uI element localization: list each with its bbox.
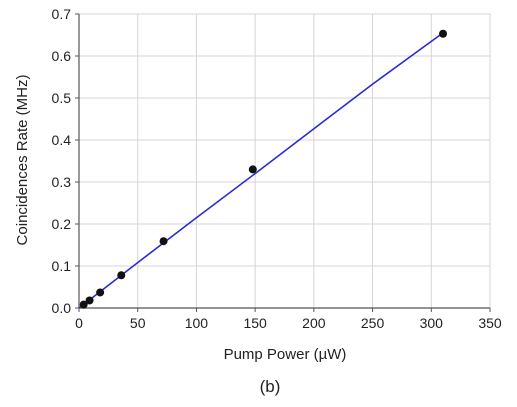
data-point — [159, 237, 168, 246]
y-tick-label: 0.0 — [52, 300, 72, 316]
plot-background — [78, 13, 491, 309]
fit-line-path — [78, 32, 444, 309]
data-point — [117, 271, 126, 280]
data-point — [439, 29, 448, 38]
x-tick-label: 150 — [243, 315, 267, 331]
data-point — [248, 165, 257, 174]
x-tick-label: 350 — [478, 315, 502, 331]
data-points — [79, 29, 448, 309]
y-axis-label: Coincidences Rate (MHz) — [14, 75, 31, 246]
x-tick-label: 200 — [302, 315, 326, 331]
data-point — [85, 296, 94, 305]
figure-caption: (b) — [260, 377, 281, 396]
fit-line — [78, 32, 444, 309]
y-tick-label: 0.2 — [52, 216, 72, 232]
y-tick-label: 0.7 — [52, 6, 72, 22]
y-tick-label: 0.1 — [52, 258, 72, 274]
gridlines — [75, 13, 491, 312]
data-point — [96, 288, 105, 297]
x-axis-label: Pump Power (µW) — [224, 346, 347, 363]
y-tick-label: 0.6 — [52, 48, 72, 64]
x-tick-label: 100 — [185, 315, 209, 331]
y-tick-labels: 0.0 0.1 0.2 0.3 0.4 0.5 0.6 0.7 — [52, 6, 72, 316]
y-tick-label: 0.3 — [52, 174, 72, 190]
data-point — [79, 300, 88, 309]
y-tick-label: 0.5 — [52, 90, 72, 106]
x-tick-label: 0 — [75, 315, 83, 331]
x-tick-label: 50 — [130, 315, 146, 331]
plot-area — [78, 13, 491, 309]
x-tick-label: 300 — [420, 315, 444, 331]
x-tick-labels: 0 50 100 150 200 250 300 350 — [75, 315, 502, 331]
x-tick-label: 250 — [361, 315, 385, 331]
y-tick-label: 0.4 — [52, 132, 72, 148]
